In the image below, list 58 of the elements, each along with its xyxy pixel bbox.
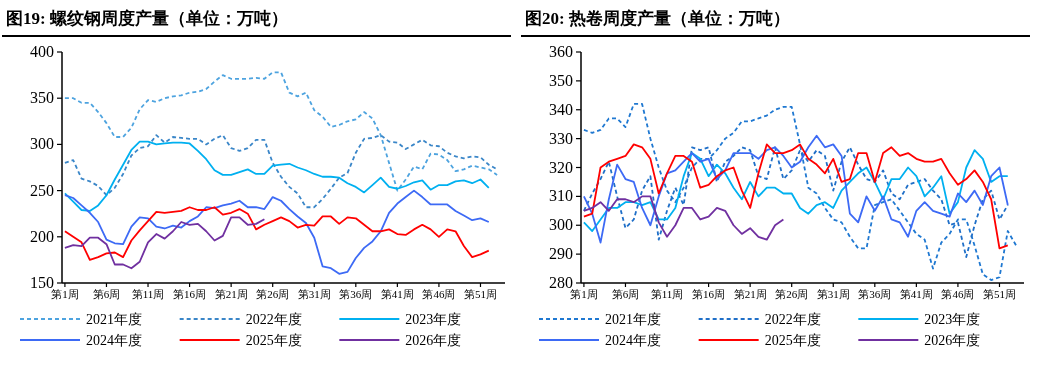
- y-tick-label: 200: [30, 227, 54, 245]
- legend-label: 2026年度: [924, 333, 981, 348]
- y-tick-label: 150: [30, 274, 54, 291]
- legend-label: 2022年度: [764, 312, 821, 327]
- y-tick-label: 250: [30, 181, 54, 199]
- y-tick-label: 280: [549, 274, 573, 291]
- x-tick-label: 第21周: [733, 288, 767, 300]
- x-tick-label: 第16周: [692, 288, 726, 300]
- legend-label: 2023年度: [405, 312, 462, 327]
- legend-label: 2025年度: [764, 333, 821, 348]
- x-tick-label: 第31周: [297, 288, 331, 300]
- x-tick-label: 第26周: [775, 288, 809, 300]
- x-tick-label: 第46周: [422, 288, 456, 300]
- x-tick-label: 第51周: [982, 288, 1016, 300]
- line-series: [583, 103, 1017, 282]
- legend-label: 2026年度: [405, 333, 462, 348]
- legend-label: 2024年度: [605, 333, 661, 348]
- x-tick-label: 第11周: [650, 288, 684, 300]
- y-tick-label: 310: [549, 187, 573, 205]
- legend-label: 2021年度: [86, 312, 142, 327]
- legend-label: 2024年度: [86, 333, 142, 348]
- y-tick-label: 300: [30, 135, 54, 153]
- x-tick-label: 第16周: [173, 288, 207, 300]
- x-tick-label: 第51周: [463, 288, 497, 300]
- y-tick-label: 300: [549, 216, 573, 234]
- x-tick-label: 第21周: [214, 288, 248, 300]
- y-tick-label: 350: [30, 89, 54, 107]
- legend-label: 2025年度: [245, 333, 302, 348]
- y-tick-label: 320: [549, 158, 573, 176]
- line-series: [64, 216, 266, 270]
- legend-label: 2023年度: [924, 312, 981, 327]
- x-tick-label: 第1周: [570, 288, 598, 300]
- y-tick-label: 290: [549, 245, 573, 263]
- x-tick-label: 第6周: [92, 288, 121, 300]
- x-tick-label: 第1周: [51, 288, 79, 300]
- x-tick-label: 第31周: [816, 288, 850, 300]
- x-tick-label: 第46周: [941, 288, 975, 300]
- line-series: [583, 195, 785, 241]
- line-series: [64, 206, 490, 261]
- x-tick-label: 第41周: [899, 288, 933, 300]
- x-tick-label: 第6周: [611, 288, 640, 300]
- y-tick-label: 400: [30, 43, 54, 60]
- y-tick-label: 350: [549, 71, 573, 89]
- x-tick-label: 第26周: [256, 288, 290, 300]
- x-tick-label: 第36周: [858, 288, 892, 300]
- y-tick-label: 330: [549, 129, 573, 147]
- line-series: [64, 189, 490, 275]
- line-series: [64, 71, 498, 192]
- x-tick-label: 第41周: [380, 288, 414, 300]
- y-tick-label: 340: [549, 100, 573, 118]
- legend-label: 2021年度: [605, 312, 661, 327]
- x-tick-label: 第36周: [339, 288, 373, 300]
- chart-title: 图19: 螺纹钢周度产量（单位：万吨）: [6, 9, 288, 28]
- legend-label: 2022年度: [245, 312, 302, 327]
- chart-title: 图20: 热卷周度产量（单位：万吨）: [525, 9, 790, 28]
- line-series: [583, 149, 1009, 232]
- x-tick-label: 第11周: [131, 288, 165, 300]
- y-tick-label: 360: [549, 43, 573, 60]
